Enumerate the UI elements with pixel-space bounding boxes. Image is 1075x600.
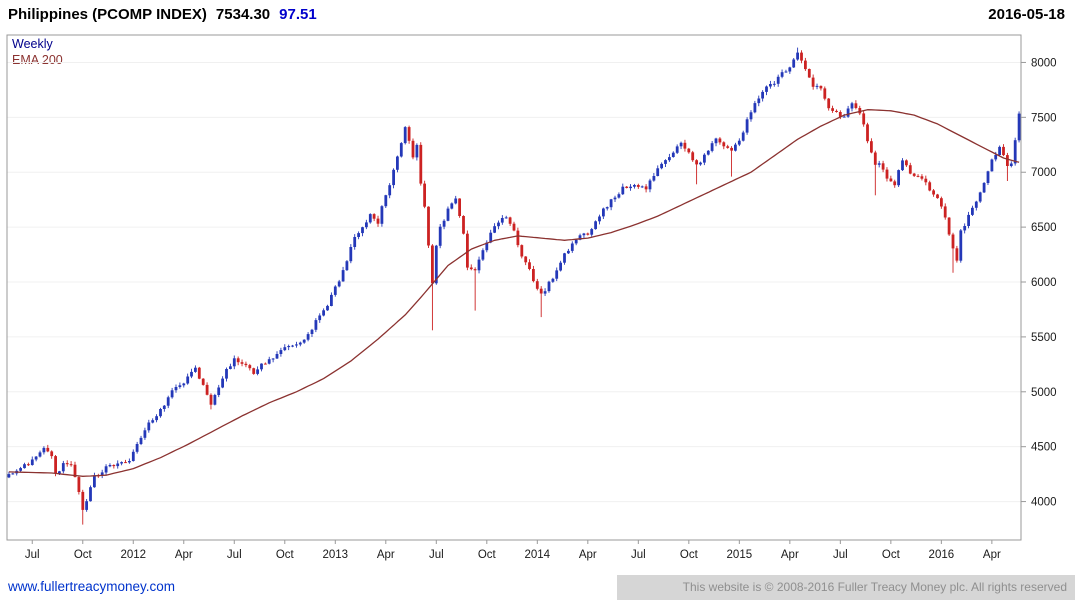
svg-text:Jul: Jul — [833, 549, 848, 561]
quote-date: 2016-05-18 — [988, 6, 1065, 23]
svg-text:Jul: Jul — [25, 549, 40, 561]
svg-text:4500: 4500 — [1031, 442, 1057, 454]
svg-text:2016: 2016 — [929, 549, 955, 561]
chart-header: Philippines (PCOMP INDEX) 7534.30 97.51 … — [8, 6, 1065, 23]
svg-text:Oct: Oct — [680, 549, 699, 561]
svg-text:7000: 7000 — [1031, 167, 1057, 179]
svg-text:5000: 5000 — [1031, 387, 1057, 399]
candlestick-chart: 4000 4500 5000 5500 6000 6500 7000 7500 8000 Jul O… — [6, 34, 1057, 561]
timeframe-label: Weekly — [12, 37, 53, 51]
svg-text:2015: 2015 — [727, 549, 753, 561]
svg-text:Apr: Apr — [983, 549, 1001, 561]
svg-text:Jul: Jul — [227, 549, 242, 561]
svg-text:Apr: Apr — [175, 549, 193, 561]
svg-text:5500: 5500 — [1031, 332, 1057, 344]
svg-text:6000: 6000 — [1031, 277, 1057, 289]
site-link[interactable]: www.fullertreacymoney.com — [8, 579, 176, 594]
svg-text:7500: 7500 — [1031, 112, 1057, 124]
price-change: 97.51 — [279, 6, 317, 23]
footer: www.fullertreacymoney.com This website i… — [0, 575, 1075, 600]
ema-label: EMA 200 — [12, 53, 63, 67]
copyright-notice: This website is © 2008-2016 Fuller Treac… — [617, 575, 1075, 600]
svg-text:8000: 8000 — [1031, 57, 1057, 69]
instrument-title: Philippines (PCOMP INDEX) — [8, 6, 207, 23]
svg-text:Oct: Oct — [882, 549, 901, 561]
svg-text:Apr: Apr — [377, 549, 395, 561]
svg-text:Jul: Jul — [631, 549, 646, 561]
last-price: 7534.30 — [215, 6, 271, 23]
svg-text:Apr: Apr — [579, 549, 597, 561]
svg-text:4000: 4000 — [1031, 497, 1057, 509]
svg-text:Jul: Jul — [429, 549, 444, 561]
svg-text:Oct: Oct — [276, 549, 295, 561]
svg-text:Apr: Apr — [781, 549, 799, 561]
svg-text:2012: 2012 — [120, 549, 146, 561]
svg-text:2014: 2014 — [525, 549, 551, 561]
svg-text:2013: 2013 — [322, 549, 348, 561]
svg-text:Oct: Oct — [478, 549, 497, 561]
svg-text:6500: 6500 — [1031, 222, 1057, 234]
svg-text:Oct: Oct — [74, 549, 93, 561]
